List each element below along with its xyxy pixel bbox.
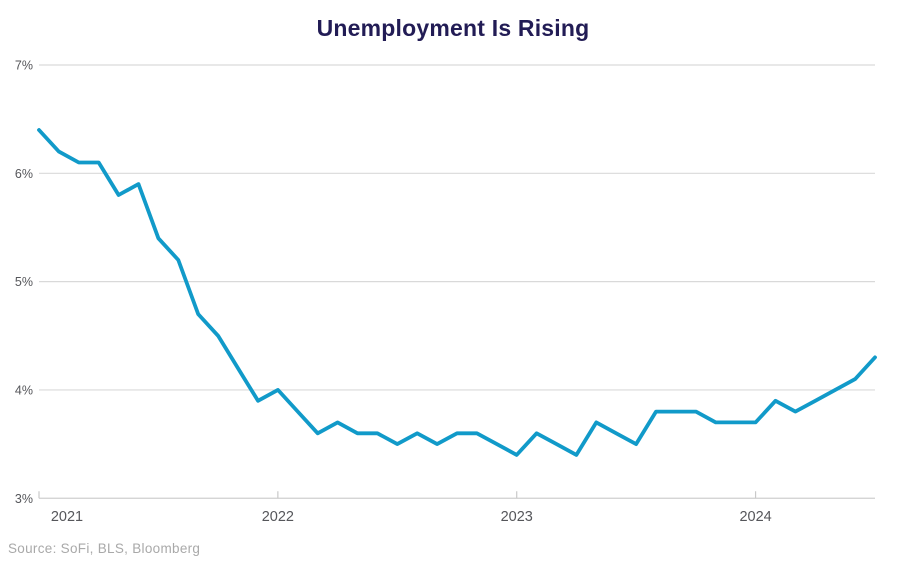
chart-title: Unemployment Is Rising [316, 15, 590, 41]
x-tick-label: 2023 [501, 509, 533, 525]
x-tick-label: 2022 [262, 509, 294, 525]
x-tick-label: 2024 [739, 509, 771, 525]
source-note: Source: SoFi, BLS, Bloomberg [8, 541, 201, 556]
unemployment-rate-line [37, 128, 877, 457]
y-tick-label: 4% [15, 383, 33, 397]
y-tick-label: 7% [15, 59, 33, 73]
y-tick-label: 5% [15, 275, 33, 289]
x-tick-label: 2021 [51, 509, 83, 525]
y-tick-label: 6% [15, 167, 33, 181]
y-tick-label: 3% [15, 492, 33, 506]
